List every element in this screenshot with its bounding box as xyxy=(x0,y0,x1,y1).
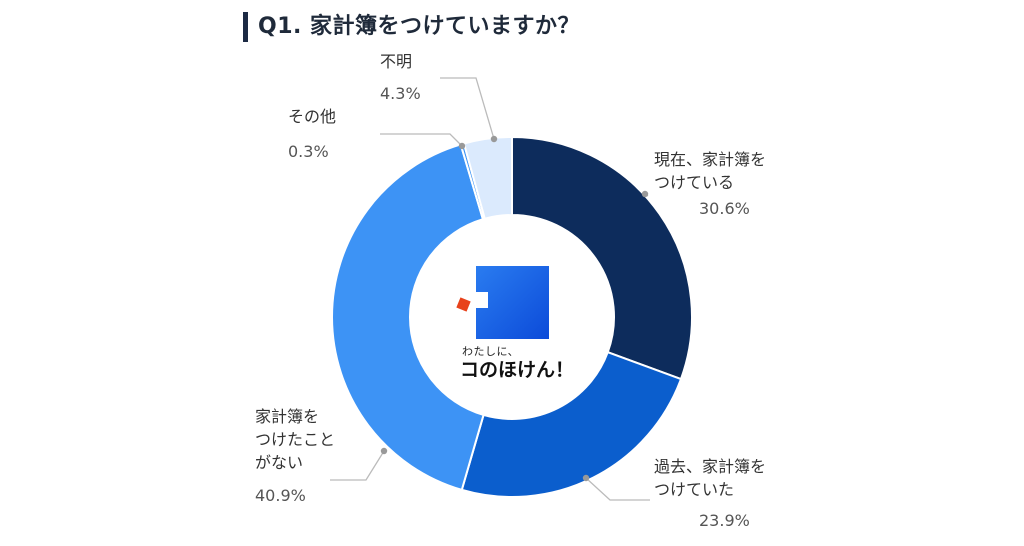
label-other: その他 xyxy=(288,107,337,126)
pct-other: 0.3% xyxy=(288,142,329,161)
slice-past xyxy=(460,350,683,498)
pct-unknown: 4.3% xyxy=(380,84,421,103)
slice-unknown xyxy=(462,135,513,220)
label-current: 現在、家計簿を つけている xyxy=(654,150,767,192)
logo-notch xyxy=(476,292,488,308)
callout-never-dot xyxy=(380,447,388,455)
slice-never xyxy=(331,143,485,492)
pct-current: 30.6% xyxy=(699,199,750,218)
logo-square xyxy=(476,266,549,339)
slice-current xyxy=(511,135,693,381)
callout-unknown-dot xyxy=(490,135,498,143)
callout-other-dot xyxy=(458,142,466,150)
callout-never-line xyxy=(330,450,385,481)
pct-past: 23.9% xyxy=(699,511,750,530)
title-accent-bar xyxy=(243,12,248,42)
callout-other-line xyxy=(380,133,463,147)
pct-never: 40.9% xyxy=(255,486,306,505)
page-title: Q1. 家計簿をつけていますか？ xyxy=(258,14,581,39)
logo-name: コのほけん！ xyxy=(460,359,575,381)
logo-tagline: わたしに、 xyxy=(462,345,520,358)
callout-unknown-line xyxy=(440,77,495,140)
callout-past-line xyxy=(585,477,650,501)
label-unknown: 不明 xyxy=(380,52,413,71)
label-never: 家計簿を つけたこと がない xyxy=(255,407,336,472)
label-past: 過去、家計簿を つけていた xyxy=(654,457,767,499)
callout-current-dot xyxy=(641,190,649,198)
callout-past-dot xyxy=(582,474,590,482)
